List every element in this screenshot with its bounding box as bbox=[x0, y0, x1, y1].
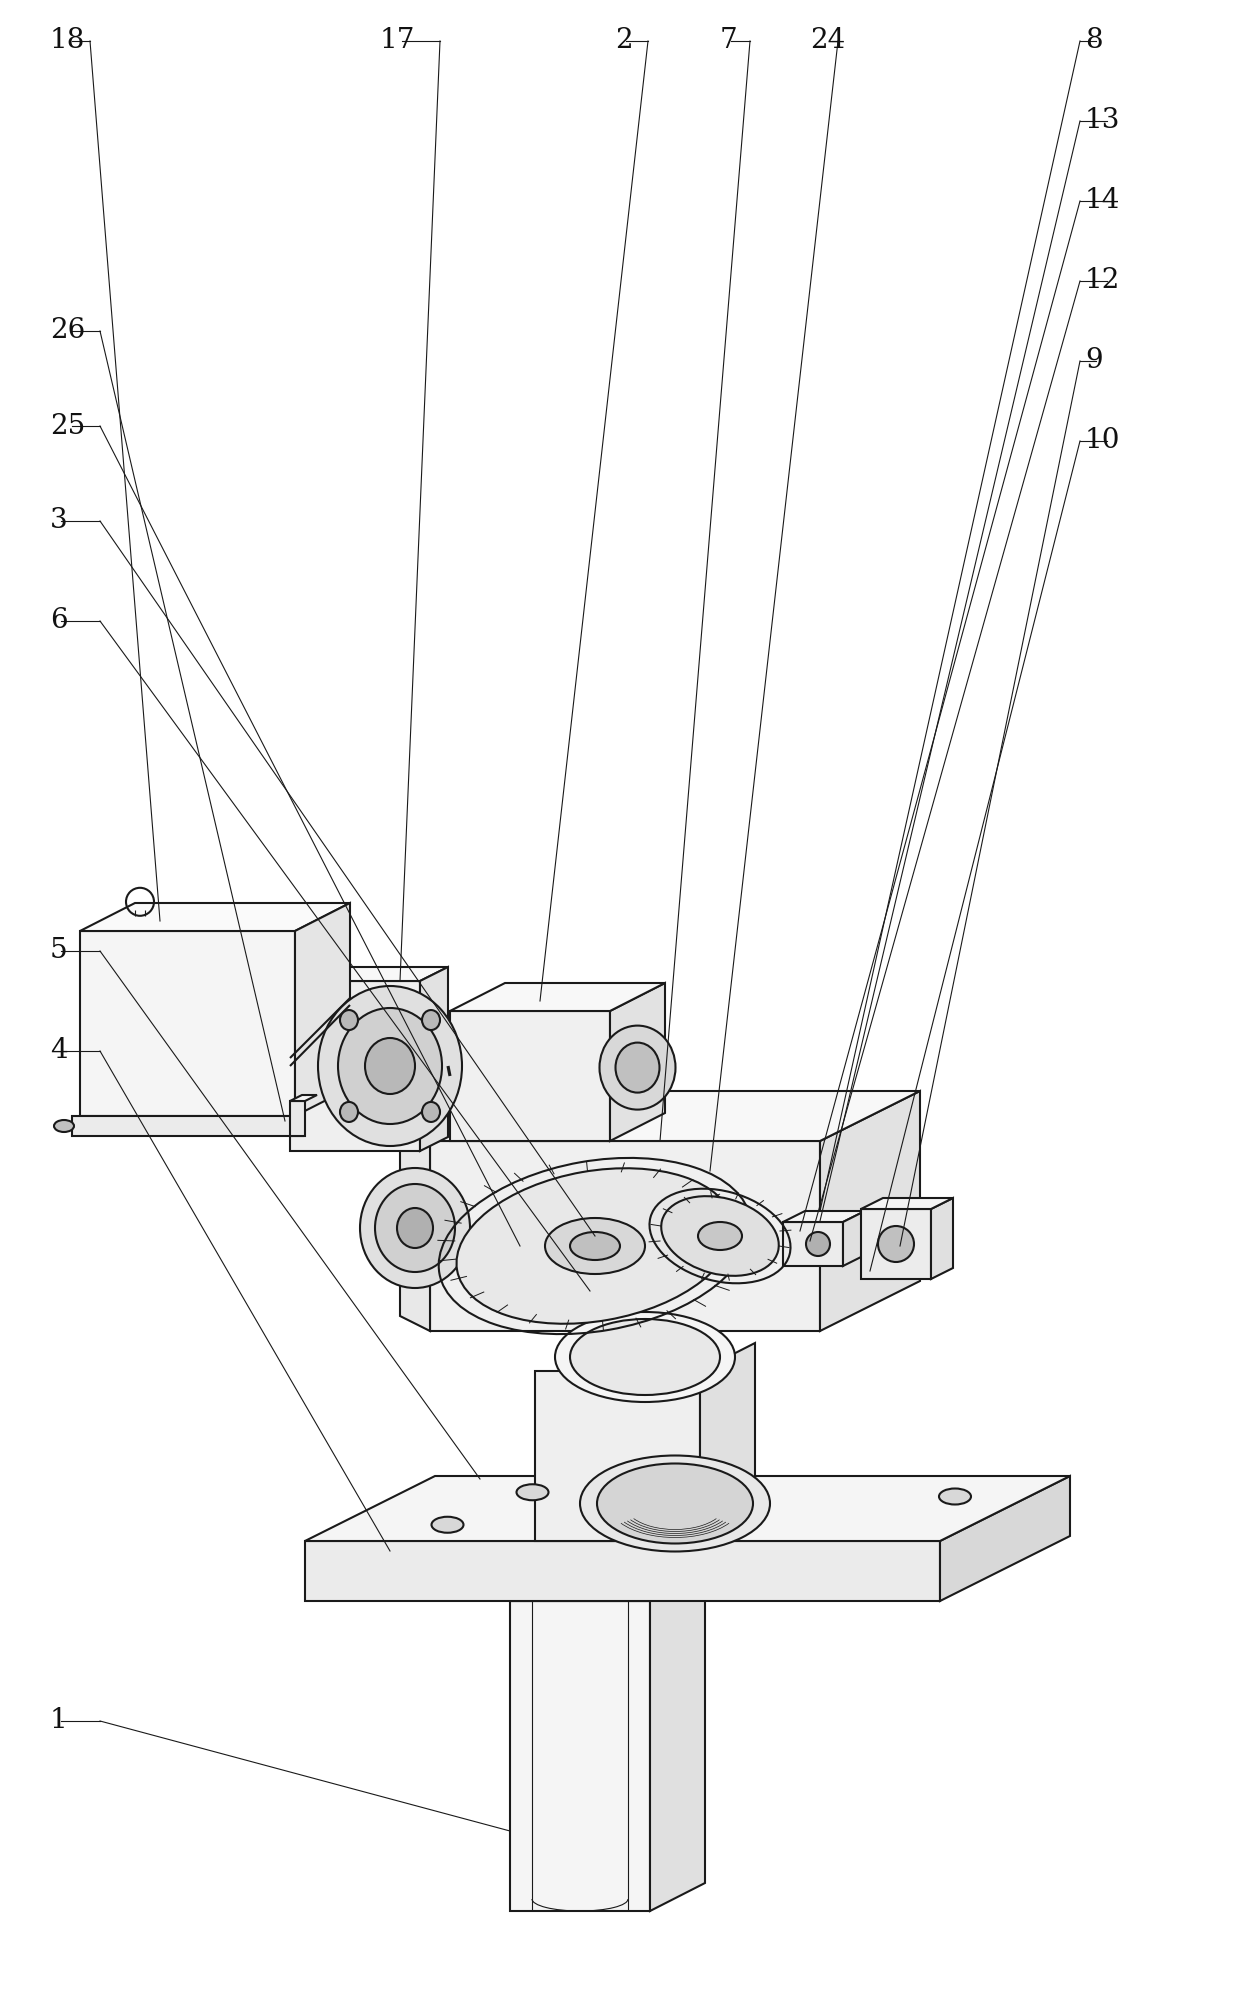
Polygon shape bbox=[510, 1601, 650, 1911]
Polygon shape bbox=[510, 1573, 706, 1601]
Polygon shape bbox=[305, 1475, 1070, 1541]
Ellipse shape bbox=[661, 1197, 779, 1276]
Ellipse shape bbox=[374, 1185, 455, 1272]
Ellipse shape bbox=[397, 1209, 433, 1248]
Ellipse shape bbox=[365, 1037, 415, 1093]
Text: 8: 8 bbox=[1085, 28, 1102, 54]
Ellipse shape bbox=[580, 1455, 770, 1551]
Ellipse shape bbox=[422, 1101, 440, 1123]
Ellipse shape bbox=[340, 1101, 358, 1123]
Text: 2: 2 bbox=[615, 28, 632, 54]
Polygon shape bbox=[81, 932, 295, 1117]
Text: 18: 18 bbox=[50, 28, 86, 54]
Ellipse shape bbox=[456, 1169, 734, 1324]
Polygon shape bbox=[650, 1573, 706, 1911]
Text: 17: 17 bbox=[379, 28, 415, 54]
Ellipse shape bbox=[615, 1043, 660, 1093]
Polygon shape bbox=[450, 1011, 610, 1141]
Ellipse shape bbox=[698, 1222, 742, 1250]
Polygon shape bbox=[420, 968, 448, 1151]
Text: 9: 9 bbox=[1085, 348, 1102, 374]
Ellipse shape bbox=[317, 986, 463, 1147]
Polygon shape bbox=[81, 904, 350, 932]
Text: 4: 4 bbox=[50, 1037, 68, 1065]
Ellipse shape bbox=[599, 1025, 676, 1109]
Polygon shape bbox=[290, 1095, 317, 1101]
Polygon shape bbox=[401, 1127, 430, 1332]
Text: 1: 1 bbox=[50, 1708, 68, 1734]
Polygon shape bbox=[290, 982, 420, 1151]
Ellipse shape bbox=[570, 1318, 720, 1396]
Ellipse shape bbox=[570, 1232, 620, 1260]
Ellipse shape bbox=[432, 1517, 464, 1533]
Polygon shape bbox=[534, 1372, 701, 1541]
Ellipse shape bbox=[546, 1218, 645, 1274]
Text: 24: 24 bbox=[810, 28, 846, 54]
Polygon shape bbox=[931, 1199, 954, 1278]
Text: 5: 5 bbox=[50, 938, 68, 964]
Polygon shape bbox=[610, 984, 665, 1141]
Text: 13: 13 bbox=[1085, 108, 1121, 135]
Polygon shape bbox=[295, 904, 350, 1117]
Polygon shape bbox=[290, 968, 448, 982]
Text: 12: 12 bbox=[1085, 267, 1121, 295]
Polygon shape bbox=[861, 1199, 954, 1209]
Polygon shape bbox=[701, 1344, 755, 1541]
Text: 7: 7 bbox=[720, 28, 738, 54]
Ellipse shape bbox=[806, 1232, 830, 1256]
Polygon shape bbox=[861, 1209, 931, 1278]
Polygon shape bbox=[782, 1211, 866, 1222]
Ellipse shape bbox=[939, 1489, 971, 1505]
Polygon shape bbox=[450, 984, 665, 1011]
Text: 26: 26 bbox=[50, 317, 86, 344]
Ellipse shape bbox=[55, 1121, 74, 1133]
Polygon shape bbox=[430, 1091, 920, 1141]
Text: 3: 3 bbox=[50, 508, 68, 534]
Polygon shape bbox=[940, 1475, 1070, 1601]
Text: 14: 14 bbox=[1085, 187, 1121, 215]
Ellipse shape bbox=[556, 1312, 735, 1402]
Ellipse shape bbox=[596, 1463, 753, 1543]
Text: 6: 6 bbox=[50, 607, 68, 635]
Ellipse shape bbox=[360, 1169, 470, 1288]
Text: 10: 10 bbox=[1085, 428, 1121, 454]
Text: 25: 25 bbox=[50, 412, 86, 440]
Ellipse shape bbox=[340, 1009, 358, 1029]
Polygon shape bbox=[305, 1541, 940, 1601]
Ellipse shape bbox=[517, 1483, 548, 1501]
Polygon shape bbox=[72, 1117, 303, 1137]
Ellipse shape bbox=[339, 1007, 441, 1125]
Ellipse shape bbox=[422, 1009, 440, 1029]
Polygon shape bbox=[290, 1101, 305, 1137]
Polygon shape bbox=[782, 1222, 843, 1266]
Polygon shape bbox=[430, 1141, 820, 1332]
Ellipse shape bbox=[878, 1226, 914, 1262]
Polygon shape bbox=[843, 1211, 866, 1266]
Polygon shape bbox=[820, 1091, 920, 1332]
